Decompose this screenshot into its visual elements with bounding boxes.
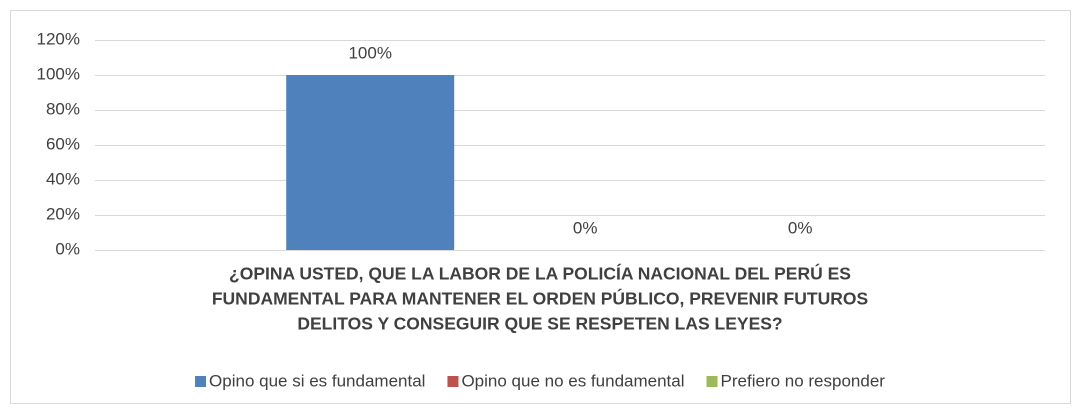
data-label: 100% [348,43,391,62]
legend-label: Opino que si es fundamental [209,371,425,390]
y-tick-label: 40% [46,169,80,188]
data-label: 0% [788,218,813,237]
y-tick-label: 120% [37,29,80,48]
bar [286,75,455,250]
x-axis-title: ¿OPINA USTED, QUE LA LABOR DE LA POLICÍA… [229,263,851,284]
x-axis-title: FUNDAMENTAL PARA MANTENER EL ORDEN PÚBLI… [212,288,868,309]
x-axis-title: DELITOS Y CONSEGUIR QUE SE RESPETEN LAS … [297,314,782,334]
y-tick-label: 80% [46,99,80,118]
legend-label: Prefiero no responder [721,371,886,390]
y-tick-label: 100% [37,64,80,83]
data-label: 0% [573,218,598,237]
legend-label: Opino que no es fundamental [461,371,684,390]
chart-border [10,10,1071,404]
y-tick-label: 0% [55,239,80,258]
legend-swatch [195,376,207,387]
legend-swatch [706,376,718,387]
legend-swatch [447,376,459,387]
y-tick-label: 60% [46,134,80,153]
y-tick-label: 20% [46,204,80,223]
